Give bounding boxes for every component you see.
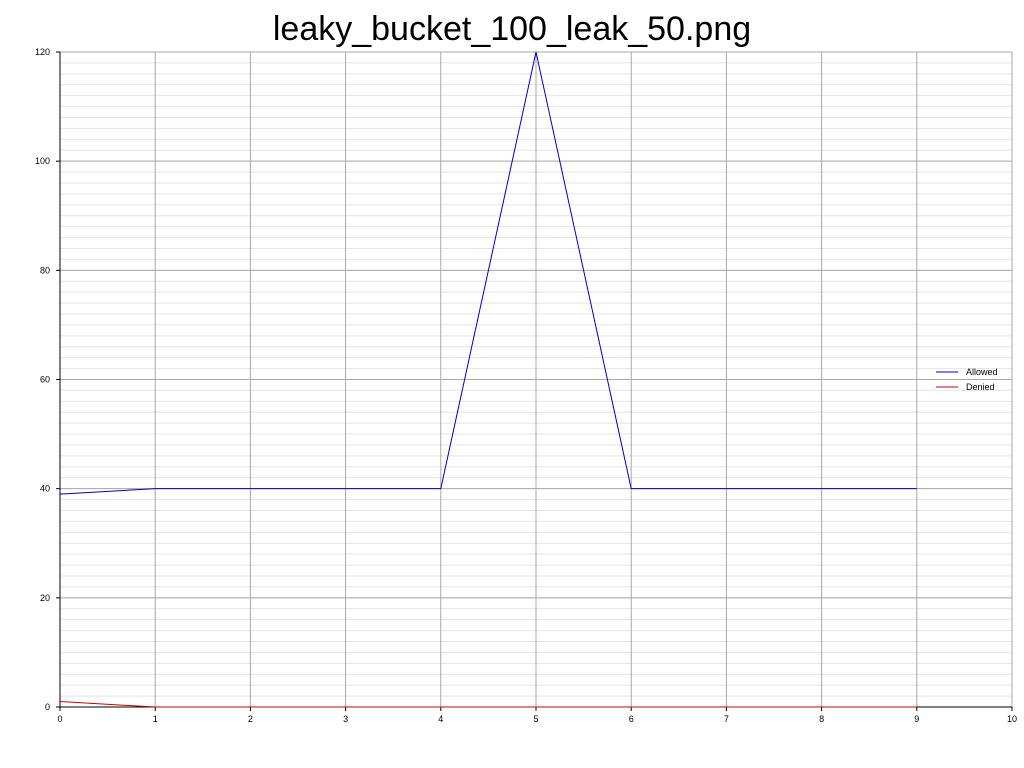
x-tick-label: 8 (819, 714, 824, 724)
legend-label-denied: Denied (966, 382, 995, 392)
x-tick-label: 6 (629, 714, 634, 724)
x-tick-label: 10 (1007, 714, 1017, 724)
x-tick-label: 3 (343, 714, 348, 724)
y-tick-label: 60 (40, 375, 50, 385)
x-tick-label: 5 (533, 714, 538, 724)
legend-label-allowed: Allowed (966, 367, 998, 377)
series-line-denied (59, 701, 917, 708)
y-tick-label: 40 (40, 484, 50, 494)
y-tick-label: 20 (40, 593, 50, 603)
axes (56, 51, 1013, 711)
series-line-allowed (59, 51, 917, 495)
y-tick-label: 100 (35, 156, 50, 166)
x-tick-label: 9 (914, 714, 919, 724)
x-tick-label: 1 (153, 714, 158, 724)
y-tick-label: 120 (35, 47, 50, 57)
y-tick-label: 0 (45, 702, 50, 712)
y-tick-labels: 0 20 40 60 80 100 120 (35, 47, 50, 712)
x-tick-labels: 0 1 2 3 4 5 6 7 8 9 10 (57, 714, 1017, 724)
x-tick-label: 0 (57, 714, 62, 724)
x-tick-label: 7 (724, 714, 729, 724)
chart-title: leaky_bucket_100_leak_50.png (272, 10, 752, 48)
series-layer (59, 51, 917, 708)
x-tick-label: 4 (438, 714, 443, 724)
x-tick-label: 2 (248, 714, 253, 724)
legend: Allowed Denied (936, 367, 998, 392)
y-tick-label: 80 (40, 265, 50, 275)
